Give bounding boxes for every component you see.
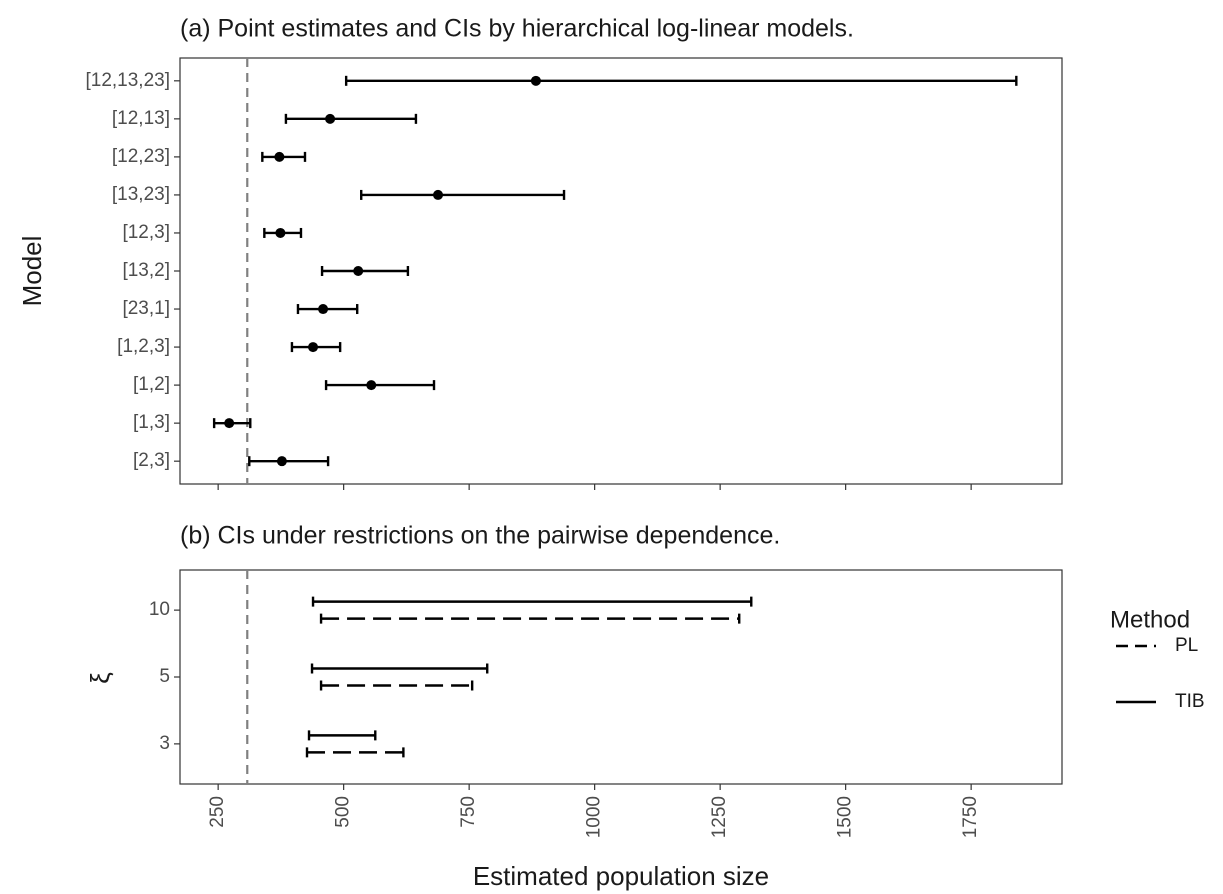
y-tick-label: 3 (159, 733, 170, 754)
x-tick-label: 1750 (960, 796, 981, 838)
y-axis-title: Model (17, 236, 47, 307)
y-tick-label: [2,3] (133, 450, 170, 471)
x-axis-title: Estimated population size (473, 861, 769, 891)
x-tick-label: 1000 (584, 796, 605, 838)
y-tick-label: 5 (159, 666, 170, 687)
point (275, 227, 286, 238)
legend-title: Method (1110, 606, 1190, 633)
legend-label: PL (1175, 635, 1198, 656)
point (325, 113, 336, 124)
y-tick-label: [12,13] (112, 108, 170, 129)
y-tick-label: [12,23] (112, 146, 170, 167)
x-tick-label: 1250 (709, 796, 730, 838)
y-tick-label: 10 (149, 599, 170, 620)
point (530, 75, 541, 86)
y-tick-label: [13,23] (112, 184, 170, 205)
y-tick-label: [1,2] (133, 374, 170, 395)
y-tick-label: [12,13,23] (85, 70, 170, 91)
panel-border (179, 57, 1063, 485)
y-tick-label: [1,3] (133, 412, 170, 433)
x-tick-label: 500 (333, 796, 354, 828)
point (318, 304, 329, 315)
x-tick-label: 750 (458, 796, 479, 828)
panel-a-title: (a) Point estimates and CIs by hierarchi… (180, 15, 854, 43)
x-tick-label: 1500 (835, 796, 856, 838)
y-axis-title: ξ (85, 672, 115, 684)
x-tick-label: 250 (207, 796, 228, 828)
legend-label: TIB (1175, 691, 1205, 712)
y-tick-label: [12,3] (122, 222, 170, 243)
panel-b-title: (b) CIs under restrictions on the pairwi… (180, 522, 780, 550)
y-tick-label: [1,2,3] (117, 336, 170, 357)
y-tick-label: [23,1] (122, 298, 170, 319)
point (353, 266, 364, 276)
point (274, 151, 285, 162)
point (224, 418, 235, 429)
point (276, 456, 287, 467)
point (308, 342, 319, 353)
point (433, 189, 444, 200)
point (366, 380, 377, 391)
y-tick-label: [13,2] (122, 260, 170, 281)
